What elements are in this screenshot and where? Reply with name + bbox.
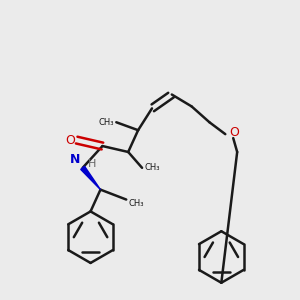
Text: CH₃: CH₃ (128, 199, 144, 208)
Polygon shape (81, 166, 100, 190)
Text: N: N (70, 153, 81, 166)
Text: H: H (88, 159, 96, 169)
Text: CH₃: CH₃ (99, 118, 114, 127)
Text: CH₃: CH₃ (144, 163, 160, 172)
Text: O: O (229, 126, 239, 139)
Text: O: O (65, 134, 75, 147)
